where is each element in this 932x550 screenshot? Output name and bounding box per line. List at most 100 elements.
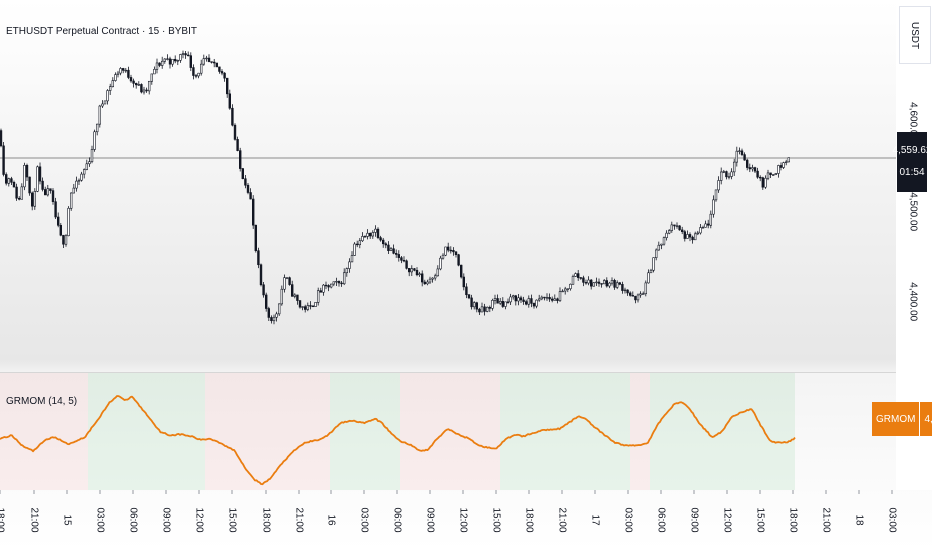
candle[interactable] xyxy=(647,269,650,284)
candle[interactable] xyxy=(517,294,520,306)
candle[interactable] xyxy=(363,235,367,238)
candle[interactable] xyxy=(688,232,692,242)
candle[interactable] xyxy=(366,229,369,240)
candle[interactable] xyxy=(348,258,351,273)
candle[interactable] xyxy=(88,157,91,167)
candle[interactable] xyxy=(25,163,29,182)
candle[interactable] xyxy=(62,234,65,248)
candle[interactable] xyxy=(200,59,203,76)
candle[interactable] xyxy=(644,280,648,297)
candle[interactable] xyxy=(693,231,697,241)
candle[interactable] xyxy=(332,281,335,287)
candle[interactable] xyxy=(228,89,231,110)
candle[interactable] xyxy=(771,174,775,176)
candle[interactable] xyxy=(124,67,128,73)
candle[interactable] xyxy=(101,100,104,109)
candle[interactable] xyxy=(618,281,622,286)
candle[interactable] xyxy=(722,169,726,174)
candle[interactable] xyxy=(561,289,564,293)
candle[interactable] xyxy=(506,298,510,304)
candle[interactable] xyxy=(530,294,533,308)
candle[interactable] xyxy=(483,303,486,316)
candle[interactable] xyxy=(652,257,655,273)
candle[interactable] xyxy=(342,268,346,286)
candle[interactable] xyxy=(766,169,770,181)
candle[interactable] xyxy=(202,54,205,66)
candle[interactable] xyxy=(735,146,739,167)
candle[interactable] xyxy=(355,240,359,248)
candle[interactable] xyxy=(303,304,307,313)
candle[interactable] xyxy=(496,294,499,304)
candle[interactable] xyxy=(402,256,406,263)
candle[interactable] xyxy=(602,279,606,285)
candle[interactable] xyxy=(252,195,255,229)
candle[interactable] xyxy=(444,246,447,257)
candle[interactable] xyxy=(179,53,182,63)
candle[interactable] xyxy=(30,191,34,211)
candle[interactable] xyxy=(478,307,481,315)
candle[interactable] xyxy=(197,72,200,79)
candle[interactable] xyxy=(64,234,68,247)
candle[interactable] xyxy=(85,159,89,171)
candle[interactable] xyxy=(59,223,63,237)
candle[interactable] xyxy=(150,73,153,85)
candle[interactable] xyxy=(327,284,330,292)
candle[interactable] xyxy=(712,195,715,218)
candle[interactable] xyxy=(259,263,263,287)
candle[interactable] xyxy=(701,225,705,229)
candle[interactable] xyxy=(595,277,598,286)
candle[interactable] xyxy=(400,256,403,264)
candle[interactable] xyxy=(249,188,252,200)
candle[interactable] xyxy=(582,275,585,287)
candle[interactable] xyxy=(340,281,343,287)
candle[interactable] xyxy=(571,274,575,285)
candle[interactable] xyxy=(621,281,624,294)
candle[interactable] xyxy=(732,158,736,176)
candle[interactable] xyxy=(641,291,645,295)
candle[interactable] xyxy=(236,136,239,152)
candle[interactable] xyxy=(220,69,224,76)
candle[interactable] xyxy=(67,206,70,237)
candle[interactable] xyxy=(608,281,611,289)
candle[interactable] xyxy=(540,295,544,301)
candle[interactable] xyxy=(176,59,179,66)
candle[interactable] xyxy=(738,147,741,155)
candle[interactable] xyxy=(2,141,5,177)
candle[interactable] xyxy=(262,281,265,298)
candle[interactable] xyxy=(277,303,281,317)
candle[interactable] xyxy=(106,89,109,105)
candle[interactable] xyxy=(485,306,489,313)
candle[interactable] xyxy=(452,247,455,256)
candle[interactable] xyxy=(394,249,398,258)
candle[interactable] xyxy=(10,176,13,185)
candle[interactable] xyxy=(449,246,452,254)
candle[interactable] xyxy=(756,167,759,179)
candle[interactable] xyxy=(753,166,757,174)
candle[interactable] xyxy=(43,186,47,196)
candle[interactable] xyxy=(777,164,780,178)
candle[interactable] xyxy=(301,306,304,311)
candle[interactable] xyxy=(337,280,341,287)
candle[interactable] xyxy=(324,281,328,290)
candle[interactable] xyxy=(389,246,393,252)
candle[interactable] xyxy=(174,55,177,64)
candle[interactable] xyxy=(717,176,720,193)
candle[interactable] xyxy=(691,235,694,244)
candle[interactable] xyxy=(153,66,156,75)
candle[interactable] xyxy=(90,145,94,164)
candle[interactable] xyxy=(264,292,268,312)
candle[interactable] xyxy=(329,283,333,289)
candle[interactable] xyxy=(7,177,11,187)
candle[interactable] xyxy=(519,295,523,304)
candle[interactable] xyxy=(522,296,525,305)
candle[interactable] xyxy=(545,293,549,301)
candle[interactable] xyxy=(683,229,687,242)
candle[interactable] xyxy=(537,294,541,302)
candle[interactable] xyxy=(730,168,733,180)
candle[interactable] xyxy=(140,83,143,94)
candle[interactable] xyxy=(623,287,627,294)
candle[interactable] xyxy=(226,77,229,98)
candle[interactable] xyxy=(415,267,419,277)
candle[interactable] xyxy=(667,229,671,235)
